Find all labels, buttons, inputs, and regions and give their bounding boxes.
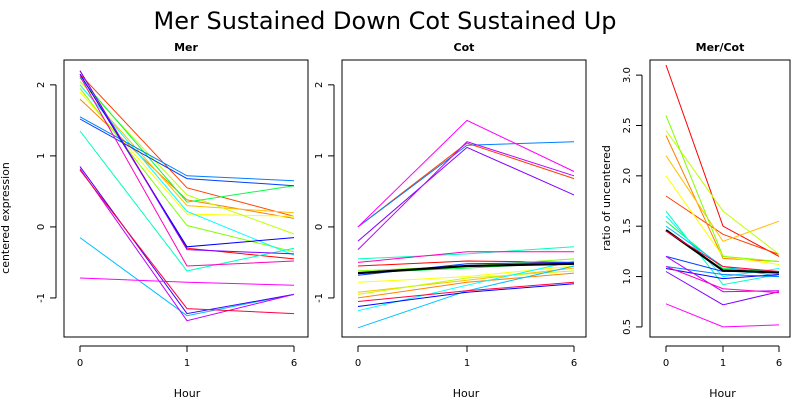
y-tick-label: 0: [314, 224, 325, 230]
y-tick-label: 1.0: [622, 269, 633, 285]
series-line-4: [665, 155, 780, 242]
x-tick-label: 6: [291, 358, 297, 369]
series-line-4: [79, 84, 295, 214]
plot-frame: [341, 59, 587, 338]
series-line-19: [357, 251, 574, 263]
series-line-20: [79, 169, 295, 315]
y-tick-label: 2.5: [622, 118, 633, 134]
x-tick-label: 6: [776, 358, 782, 369]
series-line-17: [79, 168, 295, 322]
x-tick-label: 0: [355, 358, 361, 369]
y-axis-label: centered expression: [0, 162, 12, 274]
y-tick-label: 3.0: [622, 67, 633, 83]
y-tick-label: 1: [314, 153, 325, 159]
series-line-19: [665, 266, 780, 294]
panel-title: Mer: [174, 41, 198, 54]
series-line-5: [665, 175, 780, 265]
y-tick-label: 1: [36, 153, 47, 159]
main-title: Mer Sustained Down Cot Sustained Up: [153, 7, 616, 35]
series-line-6: [357, 270, 575, 295]
y-tick-label: 2: [36, 82, 47, 88]
series-line-18: [357, 119, 575, 228]
series-line-12: [357, 141, 575, 228]
x-tick-label: 1: [464, 358, 470, 369]
y-axis-label: ratio of uncentered: [600, 145, 613, 251]
x-axis-label: Hour: [174, 387, 201, 400]
y-tick-label: 2: [314, 82, 325, 88]
series-line-16: [665, 271, 780, 306]
y-tick-label: -1: [36, 293, 47, 303]
series-line-3: [665, 135, 780, 262]
x-tick-label: 6: [571, 358, 577, 369]
series-line-17: [357, 141, 575, 250]
series-line-9: [79, 130, 295, 272]
x-axis-label: Hour: [453, 387, 480, 400]
series-line-20: [357, 281, 575, 302]
series-line-2: [665, 195, 780, 255]
x-axis-label: Hour: [709, 387, 736, 400]
series-line-19: [79, 76, 295, 267]
series-line-2: [79, 73, 295, 217]
x-tick-label: 1: [720, 358, 726, 369]
x-tick-label: 1: [184, 358, 190, 369]
series-line-14: [357, 283, 575, 307]
series-line-2: [357, 142, 575, 228]
series-line-8: [79, 77, 295, 203]
series-line-10: [79, 84, 295, 256]
series-line-18: [79, 277, 295, 286]
plot-frame: [649, 59, 791, 338]
series-line-14: [79, 73, 295, 248]
series-line-16: [357, 146, 575, 242]
series-line-1: [79, 70, 295, 260]
series-line-14: [665, 268, 780, 280]
y-tick-label: 2.0: [622, 168, 633, 184]
y-tick-label: 0: [36, 224, 47, 230]
series-line-5: [79, 91, 295, 217]
series-line-3: [357, 272, 575, 299]
y-tick-label: 1.5: [622, 218, 633, 234]
panel-title: Mer/Cot: [696, 41, 745, 54]
series-line-8: [665, 220, 780, 272]
series-line-1: [665, 64, 780, 257]
series-line-15: [665, 229, 780, 274]
series-line-16: [79, 70, 295, 255]
x-tick-label: 0: [77, 358, 83, 369]
y-tick-label: -1: [314, 293, 325, 303]
series-line-12: [79, 116, 295, 182]
series-line-11: [357, 265, 575, 329]
series-line-18: [665, 303, 780, 328]
series-line-20: [665, 230, 780, 272]
panel-title: Cot: [454, 41, 475, 54]
series-line-6: [665, 130, 780, 255]
y-tick-label: 0.5: [622, 319, 633, 335]
series-line-11: [79, 237, 295, 317]
plot-frame: [63, 59, 309, 338]
series-line-3: [79, 98, 295, 219]
series-line-9: [357, 246, 575, 260]
series-line-7: [79, 88, 295, 253]
series-line-15: [357, 262, 575, 275]
series-line-1: [357, 260, 575, 267]
series-line-4: [357, 267, 575, 293]
series-line-7: [665, 115, 780, 262]
x-tick-label: 0: [663, 358, 669, 369]
